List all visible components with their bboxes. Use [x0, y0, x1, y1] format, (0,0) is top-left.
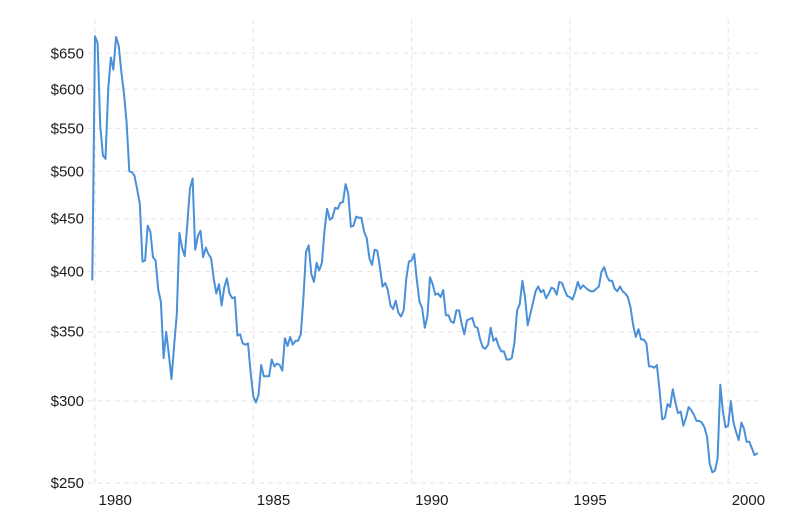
y-axis-tick-label: $250 — [51, 475, 84, 492]
x-axis-tick-label: 1995 — [573, 492, 606, 509]
y-axis-tick-label: $500 — [51, 163, 84, 180]
price-line-series — [91, 35, 759, 474]
gridlines — [88, 19, 763, 484]
x-axis-tick-label: 1985 — [257, 492, 290, 509]
axis-labels: $250 $300 $350 $400 $450 $500 $550 $600 $650 1980… — [51, 45, 765, 509]
x-axis-tick-label: 1990 — [415, 492, 448, 509]
series-lines — [91, 35, 759, 474]
x-axis-tick-label: 2000 — [732, 492, 765, 509]
y-axis-tick-label: $400 — [51, 264, 84, 281]
y-axis-tick-label: $550 — [51, 120, 84, 137]
y-axis-tick-label: $600 — [51, 81, 84, 98]
y-axis-tick-label: $450 — [51, 211, 84, 228]
y-axis-tick-label: $300 — [51, 393, 84, 410]
y-axis-tick-label: $350 — [51, 324, 84, 341]
x-axis-tick-label: 1980 — [99, 492, 132, 509]
y-axis-tick-label: $650 — [51, 45, 84, 62]
